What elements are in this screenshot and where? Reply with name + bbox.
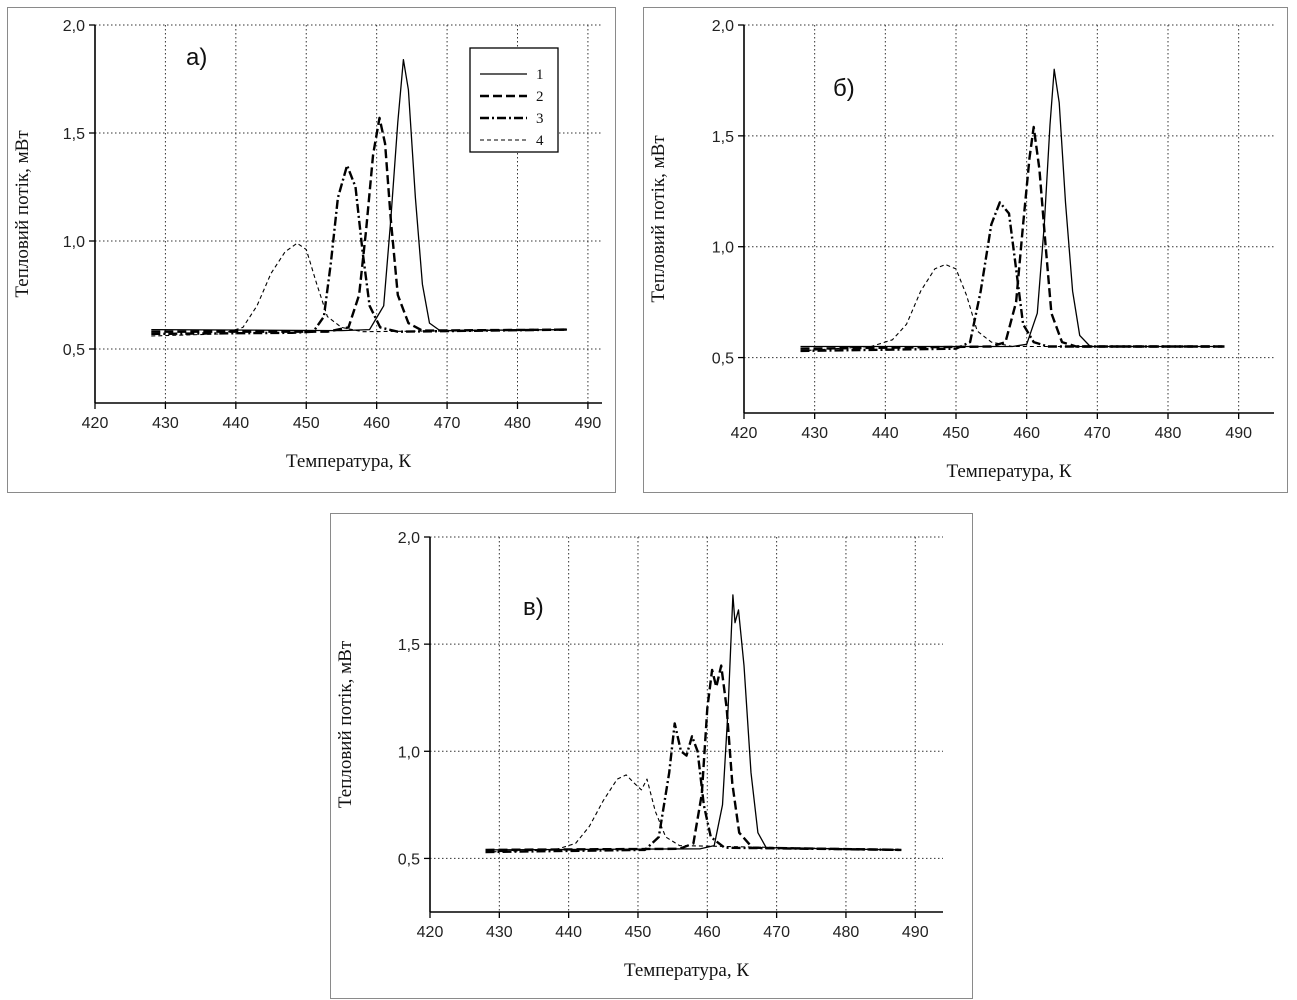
series-line-1 <box>800 68 1225 348</box>
y-axis-title: Тепловий потік, мВт <box>335 640 356 808</box>
legend-label-2: 2 <box>536 89 544 105</box>
series-line-3 <box>151 164 567 336</box>
x-axis-title: Температура, К <box>624 960 749 981</box>
chart-panel-b: 420 430 440 450 460 470 480 490 0,5 1,0 1,5 2,0 Темп… <box>643 7 1288 493</box>
y-tick-label: 0,5 <box>398 851 420 868</box>
y-tick-label: 0,5 <box>63 342 85 359</box>
x-tick-label: 440 <box>222 415 249 432</box>
x-tick-label: 490 <box>902 924 929 941</box>
y-axis-title: Тепловий потік, мВт <box>648 135 669 303</box>
legend: 1 2 3 4 <box>469 47 559 153</box>
x-tick-label: 430 <box>152 415 179 432</box>
grid <box>430 536 943 912</box>
legend-label-3: 3 <box>536 111 544 127</box>
y-tick-label: 1,0 <box>63 234 85 251</box>
x-tick-label: 460 <box>363 415 390 432</box>
grid <box>95 24 602 403</box>
chart-a: 420 430 440 450 460 470 480 490 0,5 1,0 1,5 2,0 Темп… <box>12 18 602 472</box>
series-line-2 <box>800 125 1225 350</box>
series-line-2 <box>485 664 902 852</box>
x-tick-label: 440 <box>555 924 582 941</box>
x-tick-label: 460 <box>694 924 721 941</box>
x-tick-label: 460 <box>1013 425 1040 442</box>
series-line-3 <box>485 722 902 854</box>
y-tick-label: 1,5 <box>63 126 85 143</box>
series-line-4 <box>485 774 902 853</box>
y-tick-label: 2,0 <box>63 18 85 35</box>
x-tick-label: 420 <box>82 415 109 432</box>
legend-label-1: 1 <box>536 67 544 83</box>
chart-panel-a: 420 430 440 450 460 470 480 490 0,5 1,0 1,5 2,0 Темп… <box>7 7 616 493</box>
y-tick-label: 1,5 <box>712 129 734 146</box>
x-tick-label: 490 <box>1225 425 1252 442</box>
series-line-1 <box>485 594 902 851</box>
x-tick-label: 490 <box>575 415 602 432</box>
x-tick-label: 470 <box>1084 425 1111 442</box>
y-tick-label: 2,0 <box>398 530 420 547</box>
x-axis-title: Температура, К <box>286 451 411 472</box>
series-line-3 <box>800 201 1225 353</box>
x-tick-label: 480 <box>504 415 531 432</box>
x-tick-label: 480 <box>1155 425 1182 442</box>
x-tick-label: 480 <box>833 924 860 941</box>
series-line-2 <box>151 116 567 333</box>
x-tick-label: 440 <box>872 425 899 442</box>
x-tick-label: 450 <box>293 415 320 432</box>
grid <box>744 24 1274 413</box>
panel-label: б) <box>833 75 855 102</box>
series-line-1 <box>151 58 567 332</box>
y-tick-label: 1,5 <box>398 637 420 654</box>
y-tick-label: 1,0 <box>712 240 734 257</box>
series-line-4 <box>800 263 1225 352</box>
x-tick-label: 450 <box>943 425 970 442</box>
x-axis-title: Температура, К <box>946 461 1071 482</box>
x-tick-label: 470 <box>434 415 461 432</box>
x-tick-label: 470 <box>763 924 790 941</box>
chart-c: 420 430 440 450 460 470 480 490 0,5 1,0 1,5 2,0 Темп… <box>335 530 943 981</box>
y-tick-label: 0,5 <box>712 351 734 368</box>
y-axis-title: Тепловий потік, мВт <box>12 130 33 298</box>
y-tick-label: 2,0 <box>712 18 734 35</box>
legend-label-4: 4 <box>536 133 544 149</box>
panel-label: а) <box>186 44 207 71</box>
panel-label: в) <box>523 594 544 621</box>
x-tick-label: 430 <box>801 425 828 442</box>
y-tick-label: 1,0 <box>398 744 420 761</box>
x-tick-label: 450 <box>625 924 652 941</box>
series-line-4 <box>151 242 567 337</box>
x-tick-label: 430 <box>486 924 513 941</box>
legend-box <box>469 47 559 153</box>
x-tick-label: 420 <box>731 425 758 442</box>
x-tick-label: 420 <box>417 924 444 941</box>
chart-b: 420 430 440 450 460 470 480 490 0,5 1,0 1,5 2,0 Темп… <box>648 18 1274 482</box>
chart-panel-c: 420 430 440 450 460 470 480 490 0,5 1,0 1,5 2,0 Темп… <box>330 513 973 999</box>
